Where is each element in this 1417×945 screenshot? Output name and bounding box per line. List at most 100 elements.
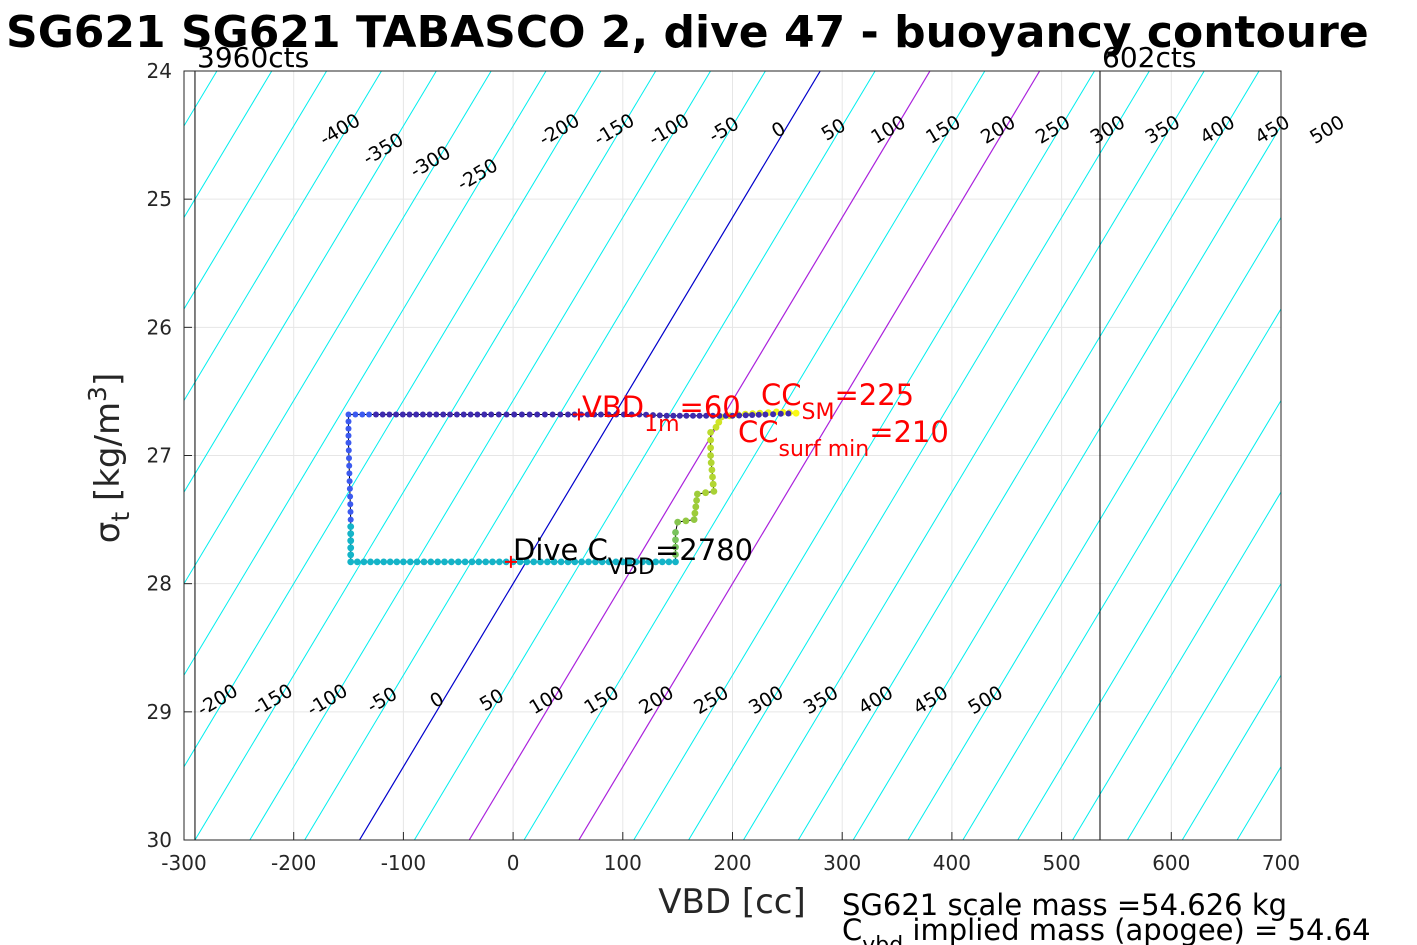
trajectory-point bbox=[656, 412, 663, 419]
y-tick-label: 29 bbox=[147, 700, 172, 724]
trajectory-point bbox=[516, 558, 524, 566]
trajectory-point bbox=[550, 558, 558, 566]
trajectory-point bbox=[709, 473, 716, 481]
trajectory-point bbox=[406, 558, 414, 566]
trajectory-point bbox=[366, 411, 373, 418]
contour-line bbox=[184, 71, 547, 677]
trajectory-point bbox=[541, 411, 548, 418]
annotation-dive-cvbd: Dive CVBD=2780 bbox=[513, 533, 753, 580]
y-tick-label: 25 bbox=[147, 187, 172, 211]
annotation-cc-surf-min: CCsurf min=210 bbox=[738, 415, 949, 462]
trajectory-point bbox=[571, 558, 579, 566]
trajectory-point bbox=[347, 551, 355, 559]
trajectory-point bbox=[537, 558, 544, 566]
contour-line bbox=[184, 71, 328, 310]
trajectory-point bbox=[419, 411, 426, 418]
trajectory-point bbox=[676, 412, 683, 419]
trajectory-point bbox=[565, 411, 571, 418]
footer-implied-mass: Cvbd implied mass (apogee) = 54.64 bbox=[842, 913, 1371, 945]
chart-title: SG621 SG621 TABASCO 2, dive 47 - buoyanc… bbox=[6, 7, 1369, 58]
trajectory-point bbox=[347, 508, 354, 515]
trajectory-point bbox=[639, 558, 646, 566]
trajectory-point bbox=[347, 523, 355, 530]
y-tick-label: 30 bbox=[147, 828, 172, 852]
x-tick-label: 400 bbox=[933, 851, 971, 875]
trajectory-point bbox=[454, 558, 462, 566]
annotation-cc-sm: CCSM=225 bbox=[761, 378, 914, 425]
vbd-limit-lines bbox=[194, 71, 1101, 840]
y-tick-label: 27 bbox=[147, 444, 172, 468]
x-tick-label: 0 bbox=[507, 851, 520, 875]
trajectory-point bbox=[707, 429, 714, 436]
trajectory-point bbox=[605, 411, 612, 418]
trajectory-point bbox=[672, 551, 679, 558]
trajectory-point bbox=[584, 411, 591, 418]
trajectory-point bbox=[441, 558, 448, 566]
trajectory-point bbox=[352, 411, 359, 418]
trajectory-point bbox=[453, 411, 460, 418]
trajectory-point bbox=[709, 412, 716, 419]
trajectory-point bbox=[619, 558, 627, 566]
trajectory-point bbox=[749, 412, 756, 418]
contour-line bbox=[304, 71, 766, 840]
trajectory-point bbox=[386, 558, 394, 566]
trajectory-point bbox=[427, 558, 435, 566]
trajectory-point bbox=[393, 558, 401, 566]
contour-line bbox=[359, 71, 821, 840]
trajectory-point bbox=[645, 558, 653, 566]
trajectory-point bbox=[447, 411, 453, 418]
trajectory-point bbox=[347, 537, 355, 545]
trajectory-point bbox=[347, 544, 355, 552]
trajectory-point bbox=[346, 455, 352, 462]
trajectory-point bbox=[461, 558, 469, 566]
trajectory-point bbox=[612, 558, 620, 566]
trajectory-point bbox=[591, 411, 598, 418]
trajectory-point bbox=[496, 558, 503, 566]
trajectory-point bbox=[346, 478, 353, 485]
trajectory-point bbox=[597, 411, 604, 418]
trajectory-point bbox=[420, 558, 428, 566]
contour-line bbox=[194, 71, 657, 840]
trajectory-point bbox=[489, 558, 496, 566]
trajectory-point bbox=[460, 411, 467, 418]
contour-line bbox=[688, 71, 1150, 840]
trajectory-point bbox=[467, 411, 474, 418]
markers bbox=[504, 408, 585, 568]
trajectory-point bbox=[652, 558, 660, 566]
trajectory-point bbox=[373, 411, 379, 418]
contour-line bbox=[249, 71, 711, 840]
trajectory-point bbox=[722, 412, 729, 419]
trajectory-point bbox=[413, 558, 421, 566]
y-tick-label: 24 bbox=[147, 59, 172, 83]
trajectory-point bbox=[592, 558, 599, 566]
trajectory-point bbox=[400, 558, 407, 566]
trajectory-point bbox=[353, 558, 361, 566]
trajectory-point bbox=[643, 411, 650, 418]
trajectory-point bbox=[488, 411, 495, 418]
trajectory-point bbox=[672, 529, 679, 536]
contour-line bbox=[1072, 491, 1281, 840]
trajectory-point bbox=[518, 411, 525, 418]
trajectory-point bbox=[481, 411, 488, 418]
trajectory-point bbox=[702, 489, 709, 497]
trajectory-point bbox=[346, 485, 353, 492]
x-tick-label: 600 bbox=[1152, 851, 1190, 875]
trajectory-point bbox=[755, 411, 762, 418]
trajectory-point bbox=[672, 536, 679, 544]
trajectory-point bbox=[729, 412, 736, 419]
trajectory-point bbox=[578, 558, 586, 566]
trajectory-point bbox=[345, 411, 352, 418]
contour-line bbox=[907, 216, 1281, 840]
trajectory-point bbox=[380, 558, 388, 566]
trajectory-point bbox=[346, 462, 353, 469]
trajectory-point bbox=[703, 412, 710, 419]
trajectory-point bbox=[406, 411, 413, 418]
x-tick-label: -300 bbox=[161, 851, 206, 875]
trajectory-point bbox=[663, 412, 670, 419]
contour-line bbox=[578, 71, 1041, 840]
trajectory-point bbox=[777, 410, 784, 417]
contour-line bbox=[633, 71, 1095, 840]
trajectory-point bbox=[692, 503, 700, 511]
trajectory-point bbox=[736, 412, 743, 419]
trajectory-point bbox=[557, 558, 565, 566]
